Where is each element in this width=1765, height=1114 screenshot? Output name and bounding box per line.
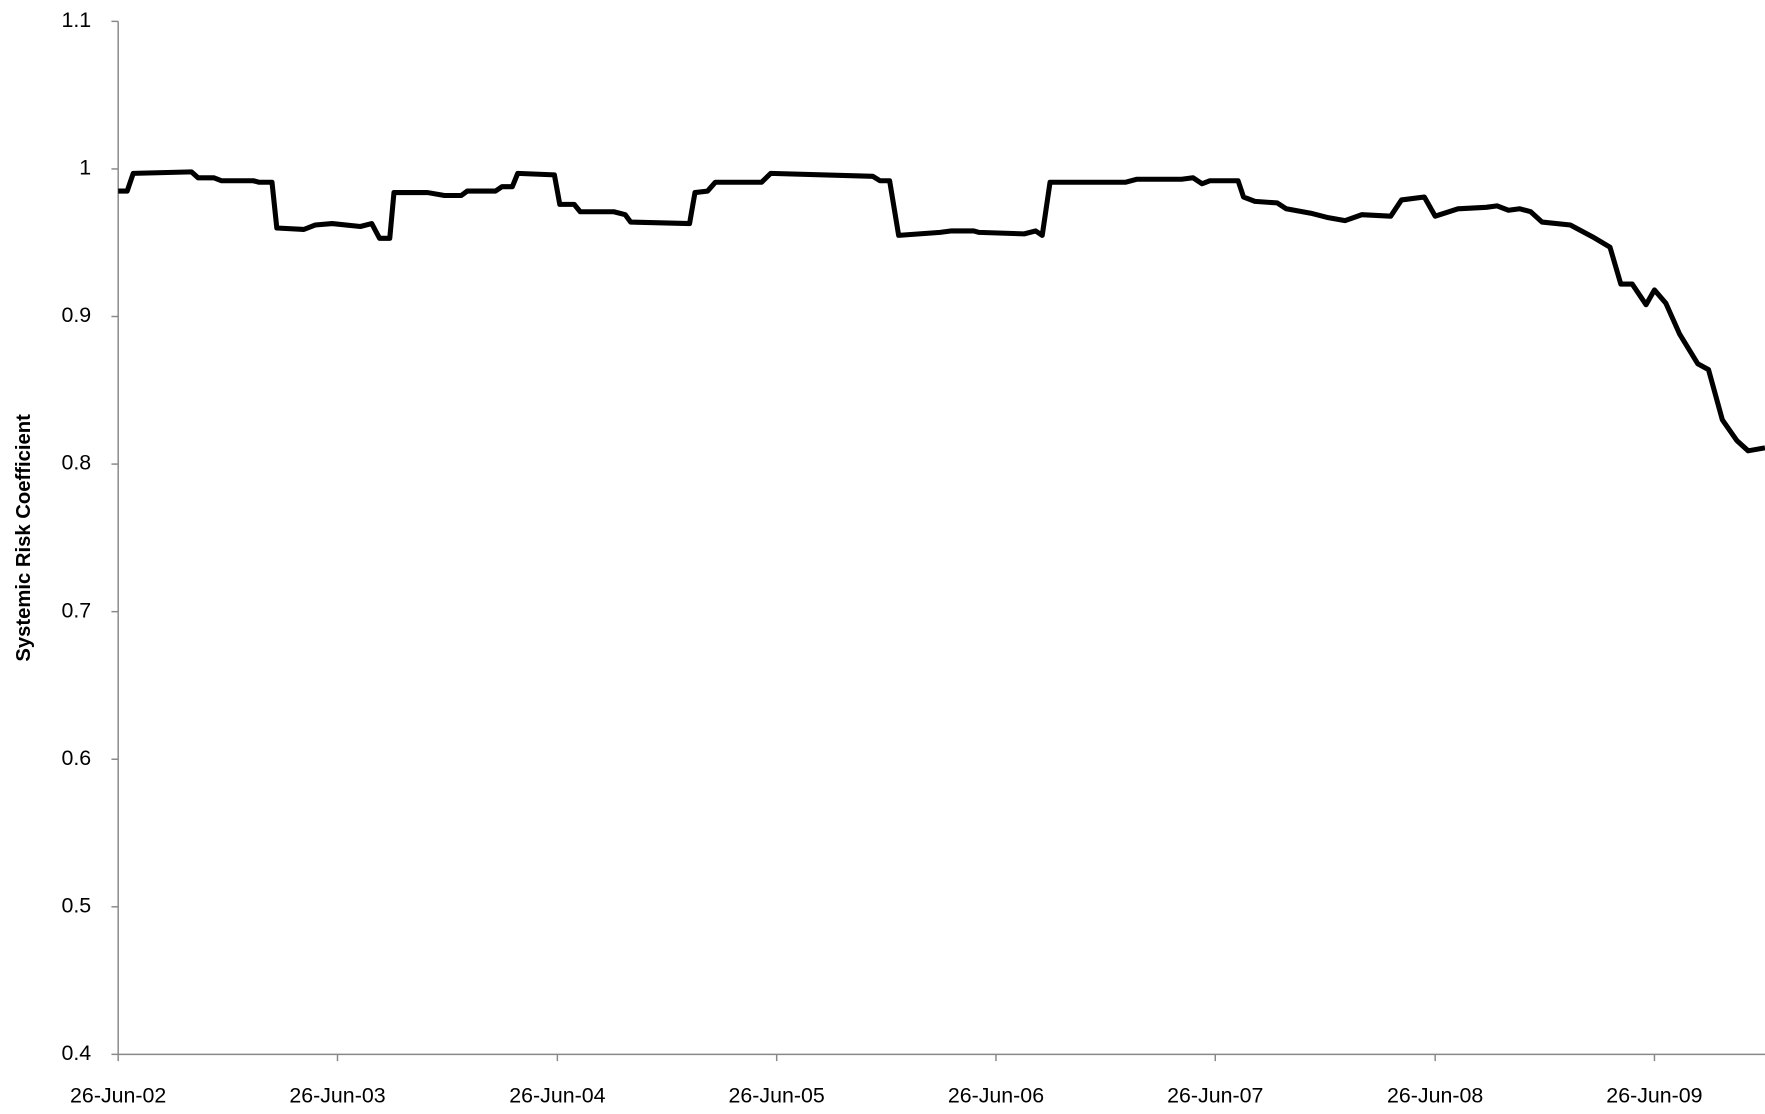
y-tick-label: 0.7	[61, 598, 91, 622]
y-tick-label: 0.5	[61, 893, 91, 917]
x-tick-label: 26-Jun-04	[509, 1084, 605, 1108]
y-axis-title: Systemic Risk Coefficient	[13, 414, 35, 662]
y-tick-label: 0.8	[61, 451, 91, 475]
y-tick-label: 0.6	[61, 746, 91, 770]
x-tick-label: 26-Jun-03	[289, 1084, 385, 1108]
y-tick-label: 1.1	[61, 8, 91, 32]
y-tick-label: 0.4	[61, 1041, 91, 1065]
y-tick-label: 0.9	[61, 303, 91, 327]
x-tick-label: 26-Jun-08	[1387, 1084, 1483, 1108]
x-tick-label: 26-Jun-09	[1606, 1084, 1702, 1108]
x-tick-label: 26-Jun-02	[70, 1084, 166, 1108]
x-tick-label: 26-Jun-07	[1167, 1084, 1263, 1108]
x-tick-label: 26-Jun-06	[948, 1084, 1044, 1108]
data-line	[118, 169, 1765, 454]
x-tick-label: 26-Jun-05	[729, 1084, 825, 1108]
y-tick-label: 1	[79, 156, 91, 180]
